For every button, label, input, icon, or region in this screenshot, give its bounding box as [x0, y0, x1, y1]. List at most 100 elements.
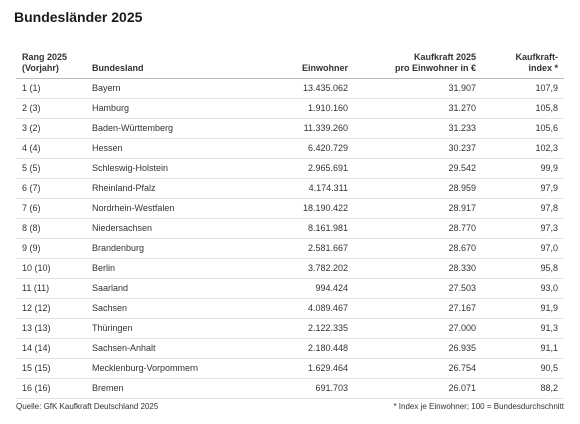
cell-bundesland: Saarland	[86, 278, 266, 299]
header-index-line-2: index *	[528, 62, 558, 73]
cell-einwohner: 8.161.981	[266, 218, 354, 239]
header-rank-line-2: (Vorjahr)	[22, 62, 59, 73]
cell-index: 97,9	[482, 178, 564, 199]
cell-index: 97,8	[482, 198, 564, 219]
header-einwohner-label: Einwohner	[301, 62, 348, 73]
cell-kaufkraft: 28.770	[354, 218, 482, 239]
header-einwohner: Einwohner	[266, 46, 354, 79]
cell-index: 99,9	[482, 158, 564, 179]
cell-index: 91,3	[482, 318, 564, 339]
cell-rank: 9 (9)	[16, 238, 86, 259]
cell-rank: 2 (3)	[16, 98, 86, 119]
cell-kaufkraft: 26.754	[354, 358, 482, 379]
cell-rank: 13 (13)	[16, 318, 86, 339]
cell-bundesland: Bremen	[86, 378, 266, 399]
cell-index: 97,0	[482, 238, 564, 259]
cell-rank: 4 (4)	[16, 138, 86, 159]
table-row: 6 (7) Rheinland-Pfalz 4.174.311 28.959 97,9	[16, 178, 564, 199]
table-row: 11 (11) Saarland 994.424 27.503 93,0	[16, 278, 564, 299]
cell-kaufkraft: 31.233	[354, 118, 482, 139]
cell-index: 91,1	[482, 338, 564, 359]
cell-kaufkraft: 29.542	[354, 158, 482, 179]
cell-einwohner: 1.629.464	[266, 358, 354, 379]
cell-index: 91,9	[482, 298, 564, 319]
cell-bundesland: Brandenburg	[86, 238, 266, 259]
cell-kaufkraft: 30.237	[354, 138, 482, 159]
header-rank-line-1: Rang 2025	[22, 51, 68, 62]
cell-index: 93,0	[482, 278, 564, 299]
source-note: Quelle: GfK Kaufkraft Deutschland 2025	[16, 402, 159, 411]
cell-rank: 14 (14)	[16, 338, 86, 359]
cell-einwohner: 4.089.467	[266, 298, 354, 319]
cell-bundesland: Bayern	[86, 78, 266, 99]
cell-rank: 3 (2)	[16, 118, 86, 139]
cell-kaufkraft: 27.503	[354, 278, 482, 299]
header-row: Rang 2025 (Vorjahr) Bundesland Einwohner…	[16, 46, 564, 79]
cell-rank: 8 (8)	[16, 218, 86, 239]
cell-rank: 15 (15)	[16, 358, 86, 379]
cell-bundesland: Baden-Württemberg	[86, 118, 266, 139]
table-row: 15 (15) Mecklenburg-Vorpommern 1.629.464 26…	[16, 358, 564, 379]
table-row: 10 (10) Berlin 3.782.202 28.330 95,8	[16, 258, 564, 279]
cell-kaufkraft: 27.167	[354, 298, 482, 319]
cell-index: 97,3	[482, 218, 564, 239]
header-index: Kaufkraft- index *	[482, 46, 564, 79]
cell-index: 95,8	[482, 258, 564, 279]
table-header: Rang 2025 (Vorjahr) Bundesland Einwohner…	[16, 46, 564, 79]
cell-einwohner: 3.782.202	[266, 258, 354, 279]
header-bundesland: Bundesland	[86, 46, 266, 79]
cell-kaufkraft: 31.907	[354, 78, 482, 99]
table-row: 1 (1) Bayern 13.435.062 31.907 107,9	[16, 78, 564, 99]
cell-bundesland: Sachsen	[86, 298, 266, 319]
table-body: 1 (1) Bayern 13.435.062 31.907 107,9 2 (3) Ham…	[16, 78, 564, 399]
cell-kaufkraft: 28.330	[354, 258, 482, 279]
cell-rank: 6 (7)	[16, 178, 86, 199]
table-row: 9 (9) Brandenburg 2.581.667 28.670 97,0	[16, 238, 564, 259]
cell-einwohner: 2.122.335	[266, 318, 354, 339]
cell-einwohner: 6.420.729	[266, 138, 354, 159]
header-rank: Rang 2025 (Vorjahr)	[16, 46, 86, 79]
cell-bundesland: Berlin	[86, 258, 266, 279]
cell-bundesland: Hessen	[86, 138, 266, 159]
table-row: 16 (16) Bremen 691.703 26.071 88,2	[16, 378, 564, 399]
cell-kaufkraft: 28.917	[354, 198, 482, 219]
cell-einwohner: 1.910.160	[266, 98, 354, 119]
cell-einwohner: 691.703	[266, 378, 354, 399]
cell-bundesland: Mecklenburg-Vorpommern	[86, 358, 266, 379]
table-row: 5 (5) Schleswig-Holstein 2.965.691 29.542 99…	[16, 158, 564, 179]
cell-einwohner: 2.965.691	[266, 158, 354, 179]
table-row: 3 (2) Baden-Württemberg 11.339.260 31.233 10…	[16, 118, 564, 139]
cell-rank: 16 (16)	[16, 378, 86, 399]
cell-bundesland: Hamburg	[86, 98, 266, 119]
header-kaufkraft: Kaufkraft 2025 pro Einwohner in €	[354, 46, 482, 79]
cell-bundesland: Niedersachsen	[86, 218, 266, 239]
cell-einwohner: 4.174.311	[266, 178, 354, 199]
cell-einwohner: 13.435.062	[266, 78, 354, 99]
cell-kaufkraft: 26.935	[354, 338, 482, 359]
cell-rank: 7 (6)	[16, 198, 86, 219]
table-row: 8 (8) Niedersachsen 8.161.981 28.770 97,3	[16, 218, 564, 239]
cell-einwohner: 18.190.422	[266, 198, 354, 219]
header-bundesland-label: Bundesland	[92, 62, 144, 73]
cell-einwohner: 994.424	[266, 278, 354, 299]
cell-bundesland: Thüringen	[86, 318, 266, 339]
cell-index: 105,6	[482, 118, 564, 139]
cell-rank: 12 (12)	[16, 298, 86, 319]
header-kaufkraft-line-2: pro Einwohner in €	[394, 62, 476, 73]
cell-einwohner: 11.339.260	[266, 118, 354, 139]
table-row: 13 (13) Thüringen 2.122.335 27.000 91,3	[16, 318, 564, 339]
cell-bundesland: Sachsen-Anhalt	[86, 338, 266, 359]
table-row: 7 (6) Nordrhein-Westfalen 18.190.422 28.917…	[16, 198, 564, 219]
table-row: 4 (4) Hessen 6.420.729 30.237 102,3	[16, 138, 564, 159]
cell-kaufkraft: 27.000	[354, 318, 482, 339]
cell-einwohner: 2.180.448	[266, 338, 354, 359]
cell-einwohner: 2.581.667	[266, 238, 354, 259]
table-row: 2 (3) Hamburg 1.910.160 31.270 105,8	[16, 98, 564, 119]
page-title: Bundesländer 2025	[14, 9, 143, 25]
cell-index: 102,3	[482, 138, 564, 159]
index-footnote: * Index je Einwohner; 100 = Bundesdurchs…	[393, 402, 564, 411]
cell-rank: 10 (10)	[16, 258, 86, 279]
cell-kaufkraft: 28.959	[354, 178, 482, 199]
cell-kaufkraft: 31.270	[354, 98, 482, 119]
